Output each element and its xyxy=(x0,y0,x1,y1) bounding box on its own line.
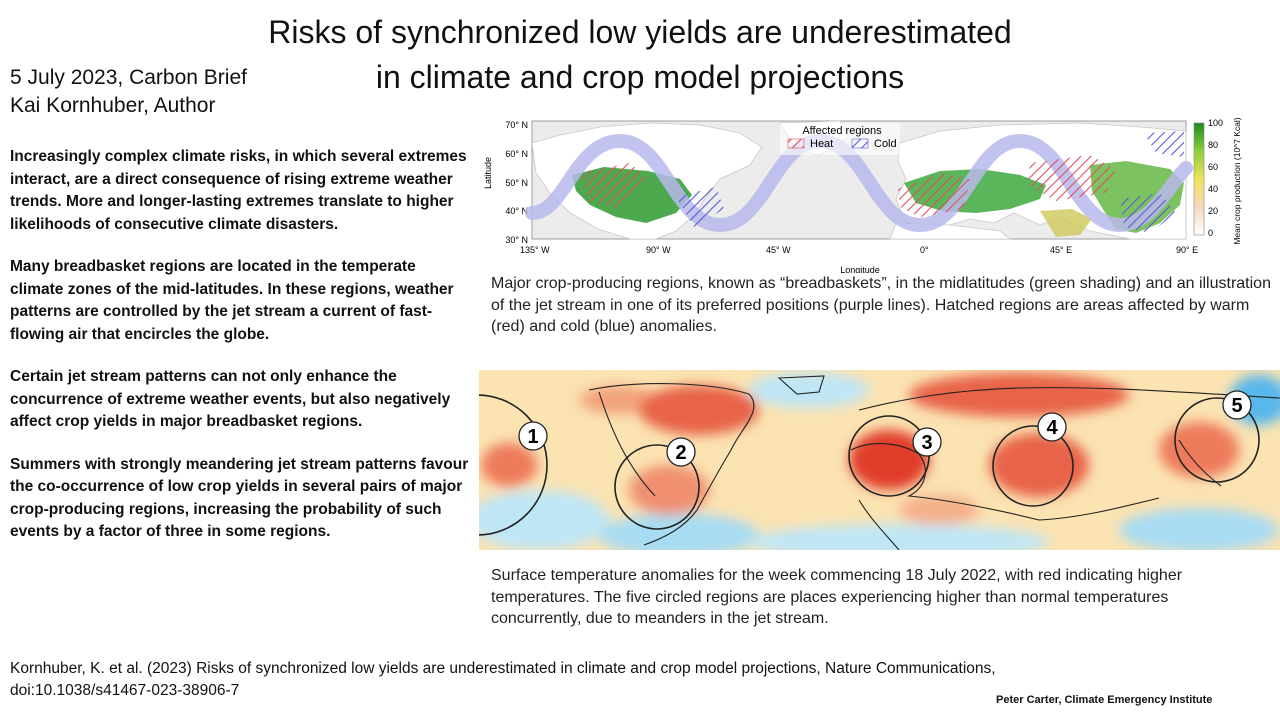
byline-date: 5 July 2023, Carbon Brief xyxy=(10,66,247,89)
lon-tick: 45° W xyxy=(766,245,791,255)
circle-labels: 1 2 3 4 5 xyxy=(518,390,1252,467)
page-title: Risks of synchronized low yields are und… xyxy=(200,10,1080,100)
lat-tick: 40° N xyxy=(505,206,528,216)
paragraph: Certain jet stream patterns can not only… xyxy=(10,368,451,430)
legend-cold-swatch xyxy=(851,138,869,149)
circle-region-2 xyxy=(614,444,700,530)
breadbasket-map: Latitude 70° N 60° N 50° N 40° N 30° N A… xyxy=(483,117,1242,273)
colorbar-tick: 20 xyxy=(1208,206,1218,216)
colorbar-tick: 40 xyxy=(1208,184,1218,194)
cold-region-arctic-east xyxy=(1144,131,1184,157)
latitude-axis-label: Latitude xyxy=(483,157,493,189)
legend-title: Affected regions xyxy=(802,125,882,137)
paragraph: Summers with strongly meandering jet str… xyxy=(10,455,469,541)
lat-tick: 30° N xyxy=(505,235,528,245)
paragraph: Increasingly complex climate risks, in w… xyxy=(10,148,467,233)
legend-heat-label: Heat xyxy=(810,138,833,150)
legend-cold-label: Cold xyxy=(874,138,897,150)
lon-tick: 135° W xyxy=(520,245,550,255)
circle-label: 2 xyxy=(675,442,686,464)
summary-text: Increasingly complex climate risks, in w… xyxy=(10,146,472,564)
lon-tick: 90° W xyxy=(646,245,671,255)
reference: Kornhuber, K. et al. (2023) Risks of syn… xyxy=(10,660,996,699)
lat-tick: 70° N xyxy=(505,120,528,130)
title-line-1: Risks of synchronized low yields are und… xyxy=(268,14,1012,50)
longitude-axis-label: Longitude xyxy=(840,265,880,273)
heat-region-west-na xyxy=(580,163,650,209)
lon-tick: 90° E xyxy=(1176,245,1198,255)
colorbar-tick: 100 xyxy=(1208,118,1223,128)
lat-tick: 50° N xyxy=(505,178,528,188)
colorbar xyxy=(1193,122,1205,236)
jet-stream xyxy=(525,133,1193,233)
legend-heat-swatch xyxy=(787,138,805,149)
cold-region-east-na xyxy=(676,187,724,227)
circle-label: 5 xyxy=(1231,395,1242,417)
colorbar-tick: 60 xyxy=(1208,162,1218,172)
paragraph: Many breadbasket regions are located in … xyxy=(10,258,454,343)
byline-author: Kai Kornhuber, Author xyxy=(10,94,216,117)
circle-label: 4 xyxy=(1046,417,1058,439)
crop-region-south-asia xyxy=(1040,209,1092,237)
figure1-caption: Major crop-producing regions, known as “… xyxy=(491,275,1271,335)
colorbar-tick: 0 xyxy=(1208,228,1213,238)
circle-region-5 xyxy=(1174,397,1260,483)
circle-region-4 xyxy=(992,425,1074,507)
lon-tick: 45° E xyxy=(1050,245,1072,255)
coastlines xyxy=(588,375,1280,550)
lon-tick: 0° xyxy=(920,245,929,255)
cold-region-east-asia xyxy=(1120,193,1176,233)
circle-label: 3 xyxy=(921,432,932,454)
byline: 5 July 2023, Carbon Brief Kai Kornhuber,… xyxy=(10,64,247,120)
circle-label: 1 xyxy=(527,426,538,448)
lat-tick: 60° N xyxy=(505,149,528,159)
temperature-anomaly-map: 1 2 3 4 5 xyxy=(479,370,1280,550)
heat-region-central-asia xyxy=(1028,155,1116,201)
title-line-2: in climate and crop model projections xyxy=(375,59,905,95)
credit: Peter Carter, Climate Emergency Institut… xyxy=(996,694,1213,706)
colorbar-label: Mean crop production (10^7 Kcal) xyxy=(1232,117,1242,244)
figure2-caption: Surface temperature anomalies for the we… xyxy=(491,567,1183,627)
colorbar-tick: 80 xyxy=(1208,140,1218,150)
circle-region-1 xyxy=(479,394,548,536)
heat-region-europe xyxy=(898,173,970,217)
